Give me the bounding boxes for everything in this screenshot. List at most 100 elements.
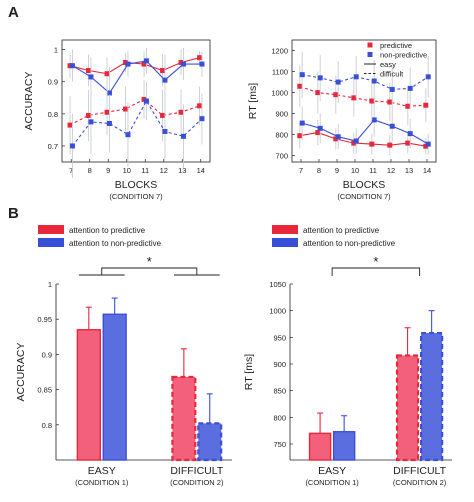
y-axis-label: RT [ms] (247, 83, 259, 119)
data-point (125, 61, 131, 67)
legend-swatch (38, 238, 64, 247)
x-tick-label: 8 (317, 166, 321, 175)
y-tick-label: 0.9 (42, 350, 52, 359)
data-point (389, 123, 395, 129)
series-line (299, 132, 426, 147)
data-point (405, 140, 411, 146)
data-point (160, 68, 166, 73)
data-point (369, 141, 375, 147)
data-point (297, 83, 303, 89)
x-tick-label: 10 (123, 166, 131, 175)
legend-label: easy (380, 60, 396, 69)
data-point (425, 141, 431, 147)
data-point (299, 72, 305, 78)
y-tick-label: 1200 (271, 47, 288, 56)
y-tick-label: 1000 (271, 89, 288, 98)
category-sublabel: (CONDITION 1) (305, 478, 359, 487)
data-point (106, 90, 112, 96)
bar (171, 375, 197, 462)
data-point (104, 109, 110, 115)
bar (332, 431, 356, 461)
data-point (197, 55, 203, 61)
data-point (141, 61, 147, 67)
data-point (315, 130, 321, 136)
y-tick-label: 800 (275, 131, 288, 140)
data-point (333, 92, 339, 98)
data-point (69, 63, 75, 69)
x-tick-label: 11 (369, 166, 377, 175)
x-axis-sublabel: (CONDITION 7) (337, 192, 391, 201)
data-point (197, 103, 203, 109)
y-tick-label: 1 (54, 46, 58, 55)
y-tick-label: 800 (273, 413, 286, 422)
data-point (143, 98, 149, 104)
x-axis-sublabel: (CONDITION 7) (109, 192, 163, 201)
x-tick-label: 11 (141, 166, 149, 175)
y-tick-label: 700 (275, 152, 288, 161)
x-tick-label: 9 (106, 166, 110, 175)
category-label: EASY (318, 465, 346, 477)
category-label: DIFFICULT (170, 465, 223, 477)
data-point (162, 77, 168, 83)
legend-marker (367, 42, 373, 48)
data-point (299, 120, 305, 126)
data-point (423, 102, 429, 108)
x-tick-label: 9 (335, 166, 339, 175)
data-point (106, 120, 112, 126)
category-sublabel: (CONDITION 2) (170, 478, 224, 487)
data-point (335, 134, 341, 140)
legend-label: difficult (380, 70, 404, 79)
series-line (69, 98, 200, 126)
y-tick-label: 0.7 (48, 142, 58, 151)
data-point (315, 90, 321, 96)
panel-label-b: B (8, 205, 19, 222)
x-tick-label: 7 (69, 166, 73, 175)
data-point (199, 61, 205, 67)
data-point (317, 125, 323, 131)
data-point (104, 71, 110, 77)
data-point (353, 74, 359, 80)
data-point (86, 68, 92, 73)
data-point (335, 79, 341, 85)
x-tick-label: 7 (299, 166, 303, 175)
y-tick-label: 1050 (269, 280, 286, 289)
data-point (143, 58, 149, 64)
legend-swatch (38, 225, 64, 234)
y-axis-label: ACCURACY (23, 72, 35, 131)
data-point (180, 61, 186, 67)
category-sublabel: (CONDITION 2) (393, 478, 447, 487)
data-point (389, 86, 395, 92)
y-tick-label: 900 (275, 110, 288, 119)
bar (76, 329, 101, 461)
x-tick-label: 14 (423, 166, 431, 175)
data-point (405, 103, 411, 109)
x-tick-label: 13 (405, 166, 413, 175)
data-point (407, 85, 413, 91)
data-point (69, 143, 75, 149)
data-point (371, 117, 377, 123)
y-tick-label: 0.95 (37, 315, 52, 324)
data-point (317, 75, 323, 81)
data-point (387, 99, 393, 105)
series-line (72, 60, 202, 94)
data-point (67, 122, 73, 128)
data-point (371, 78, 377, 84)
y-axis-label: RT [ms] (243, 354, 255, 390)
data-point (123, 106, 129, 112)
data-point (199, 116, 205, 122)
category-label: EASY (88, 465, 116, 477)
plot-frame (61, 39, 211, 163)
y-tick-label: 0.85 (37, 386, 52, 395)
x-tick-label: 12 (160, 166, 168, 175)
data-point (369, 98, 375, 104)
data-point (387, 142, 393, 148)
legend-label: attention to non-predictive (69, 239, 162, 248)
y-tick-label: 900 (273, 360, 286, 369)
x-tick-label: 8 (88, 166, 92, 175)
significance-bracket (101, 267, 198, 275)
legend-marker (367, 52, 373, 57)
significance-star: * (373, 254, 378, 269)
category-sublabel: (CONDITION 1) (75, 478, 129, 487)
legend-label: attention to predictive (69, 226, 146, 235)
